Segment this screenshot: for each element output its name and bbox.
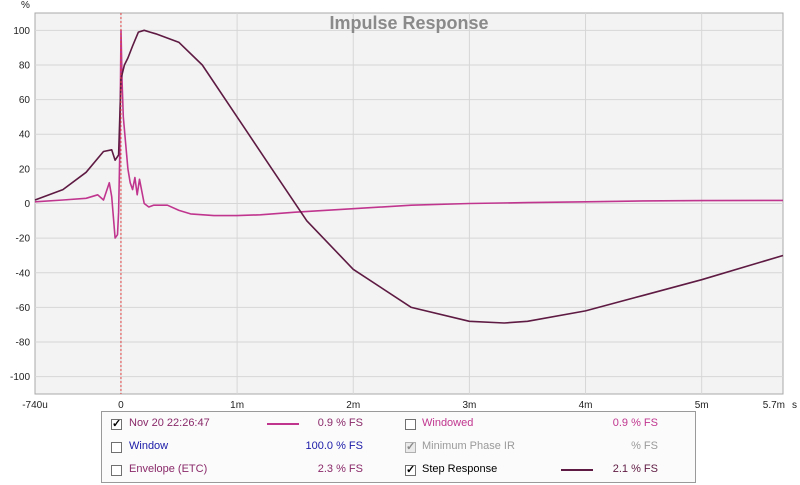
y-axis-unit-label: % (21, 0, 30, 11)
y-tick-label: -80 (16, 338, 31, 349)
x-tick-label: 3m (462, 400, 476, 410)
series-layer (34, 29, 784, 324)
y-axis-ticks: 100 80 60 40 20 0 -20 -40 -60 -80 -100 (10, 26, 30, 383)
legend-label-measurement: Nov 20 22:26:47 (129, 417, 210, 429)
y-tick-label: 80 (19, 60, 31, 71)
x-axis-unit-label: s (792, 400, 797, 410)
checkbox-measurement[interactable]: ✓ (111, 418, 122, 430)
legend-swatch-step-response (561, 469, 593, 471)
x-tick-label: -740u (22, 400, 48, 410)
legend-swatch-measurement (267, 423, 299, 425)
y-tick-label: 40 (19, 130, 31, 141)
x-tick-label: 4m (579, 400, 593, 410)
checkbox-window[interactable] (111, 442, 122, 453)
checkbox-step-response[interactable]: ✓ (405, 464, 416, 476)
impulse-response-chart[interactable]: 100 80 60 40 20 0 -20 -40 -60 -80 -100 -740u 0 1m 2m 3… (0, 0, 800, 410)
legend-value-window: 100.0 % FS (305, 440, 363, 452)
x-axis-ticks: -740u 0 1m 2m 3m 4m 5m 5.7m (22, 400, 785, 410)
x-tick-label: 5.7m (763, 400, 785, 410)
legend-label-windowed: Windowed (422, 417, 474, 429)
y-tick-label: -20 (16, 234, 31, 245)
legend-label-window: Window (129, 440, 169, 452)
legend-panel: ✓ Nov 20 22:26:47 0.9 % FS Windowed 0.9 … (101, 411, 696, 483)
y-tick-label: 100 (13, 26, 30, 37)
x-tick-label: 5m (695, 400, 709, 410)
series-line-step-response (34, 29, 784, 324)
chart-title: Impulse Response (329, 13, 488, 33)
grid-lines (35, 13, 783, 394)
legend-value-step-response: 2.1 % FS (612, 463, 658, 475)
legend-value-measurement: 0.9 % FS (317, 417, 363, 429)
legend-value-windowed: 0.9 % FS (612, 417, 658, 429)
legend-value-minimum-phase-ir: % FS (631, 440, 658, 452)
y-tick-label: -40 (16, 268, 31, 279)
x-tick-label: 2m (346, 400, 360, 410)
x-tick-label: 1m (230, 400, 244, 410)
legend-row: Window 100.0 % FS ✓ Minimum Phase IR % F… (102, 439, 695, 457)
series-line-nov-20-22-26-47 (34, 29, 784, 239)
legend-label-minimum-phase-ir: Minimum Phase IR (422, 440, 515, 452)
checkbox-windowed[interactable] (405, 419, 416, 430)
checkbox-envelope-etc[interactable] (111, 465, 122, 476)
legend-label-envelope-etc: Envelope (ETC) (129, 463, 208, 475)
y-tick-label: 20 (19, 164, 31, 175)
y-tick-label: 60 (19, 95, 31, 106)
legend-row: Envelope (ETC) 2.3 % FS ✓ Step Response … (102, 462, 695, 480)
legend-label-step-response: Step Response (422, 463, 498, 475)
checkbox-minimum-phase-ir[interactable]: ✓ (405, 441, 416, 453)
y-tick-label: -60 (16, 303, 31, 314)
legend-value-envelope-etc: 2.3 % FS (317, 463, 363, 475)
y-tick-label: 0 (24, 199, 30, 210)
legend-row: ✓ Nov 20 22:26:47 0.9 % FS Windowed 0.9 … (102, 416, 695, 434)
x-tick-label: 0 (118, 400, 124, 410)
y-tick-label: -100 (10, 372, 30, 383)
